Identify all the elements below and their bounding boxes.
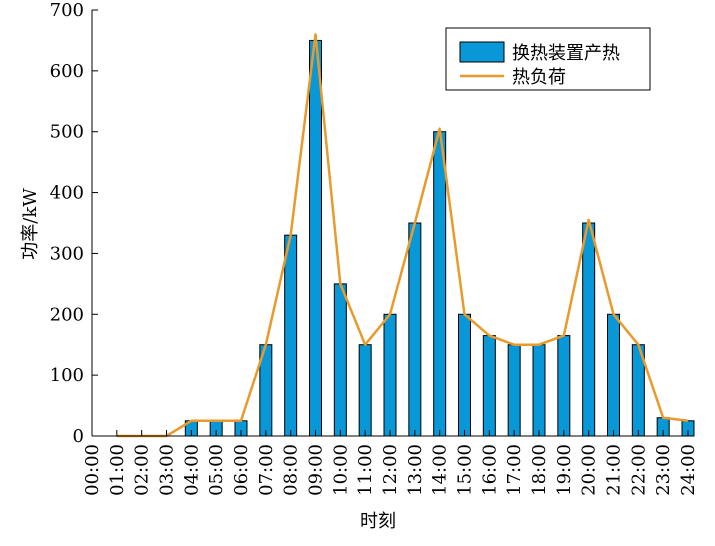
y-axis-label: 功率/kW (20, 188, 41, 260)
y-tick-label-300: 300 (50, 243, 84, 264)
x-tick-label-0400: 04:00 (181, 444, 202, 496)
x-tick-label-2000: 20:00 (579, 444, 600, 496)
x-tick-label-0100: 01:00 (107, 444, 128, 496)
bar-1400 (433, 131, 447, 437)
line-layer (116, 33, 689, 438)
x-tick-label-2300: 23:00 (653, 444, 674, 496)
x-tick-label-1700: 17:00 (504, 444, 525, 496)
x-axis-label: 时刻 (360, 511, 396, 532)
bars-layer (184, 39, 695, 437)
y-tick-label-200: 200 (50, 304, 84, 325)
bar-1200 (383, 313, 397, 437)
bar-0800 (284, 234, 298, 437)
bar-0900 (309, 39, 322, 437)
x-tick-label-0000: 00:00 (82, 444, 103, 496)
x-tick-label-2200: 22:00 (628, 444, 649, 496)
y-tick-label-700: 700 (50, 0, 84, 21)
x-tick-label-0200: 02:00 (132, 444, 153, 496)
x-tick-label-1900: 19:00 (554, 444, 575, 496)
x-tick-label-0500: 05:00 (206, 444, 227, 496)
y-tick-label-500: 500 (50, 122, 84, 143)
x-tick-label-2100: 21:00 (604, 444, 625, 496)
legend-label-line: 热负荷 (512, 67, 566, 88)
x-tick-labels: 00:00 01:00 02:00 03:00 04:00 05:00 06:00 07:00… (82, 444, 699, 496)
bar-1500 (458, 313, 471, 437)
bar-2000 (582, 222, 596, 437)
bar-1000 (333, 283, 347, 437)
y-tick-labels: 0 100 200 300 400 500 600 700 (50, 0, 84, 447)
x-tick-label-1200: 12:00 (380, 444, 401, 496)
legend-label-bar: 换热装置产热 (512, 43, 620, 64)
x-tick-label-0700: 07:00 (256, 444, 277, 496)
x-tick-label-1600: 16:00 (479, 444, 500, 496)
x-tick-label-0300: 03:00 (157, 444, 178, 496)
bar-1600 (482, 335, 496, 437)
x-tick-label-1100: 11:00 (355, 444, 376, 496)
bar-1800 (532, 344, 546, 437)
legend-swatch-bar (459, 41, 505, 63)
x-tick-label-1000: 10:00 (330, 444, 351, 496)
x-tick-label-0800: 08:00 (281, 444, 302, 496)
bar-1700 (507, 344, 521, 437)
x-tick-label-2400: 24:00 (678, 444, 699, 496)
bar-1900 (557, 335, 571, 437)
axes-layer (91, 9, 689, 437)
x-tick-label-1500: 15:00 (455, 444, 476, 496)
y-tick-label-0: 0 (73, 426, 84, 447)
x-tick-label-1400: 14:00 (430, 444, 451, 496)
x-tick-label-0600: 06:00 (231, 444, 252, 496)
legend: 换热装置产热 热负荷 (445, 27, 651, 91)
x-tick-label-0900: 09:00 (306, 444, 327, 496)
heat-load-line (116, 33, 689, 438)
bar-2100 (607, 313, 620, 437)
y-tick-label-400: 400 (50, 183, 84, 204)
y-tick-label-100: 100 (50, 365, 84, 386)
x-tick-label-1800: 18:00 (529, 444, 550, 496)
y-tick-label-600: 600 (50, 61, 84, 82)
x-tick-label-1300: 13:00 (405, 444, 426, 496)
bar-1100 (358, 344, 372, 437)
bar-1300 (408, 222, 422, 437)
